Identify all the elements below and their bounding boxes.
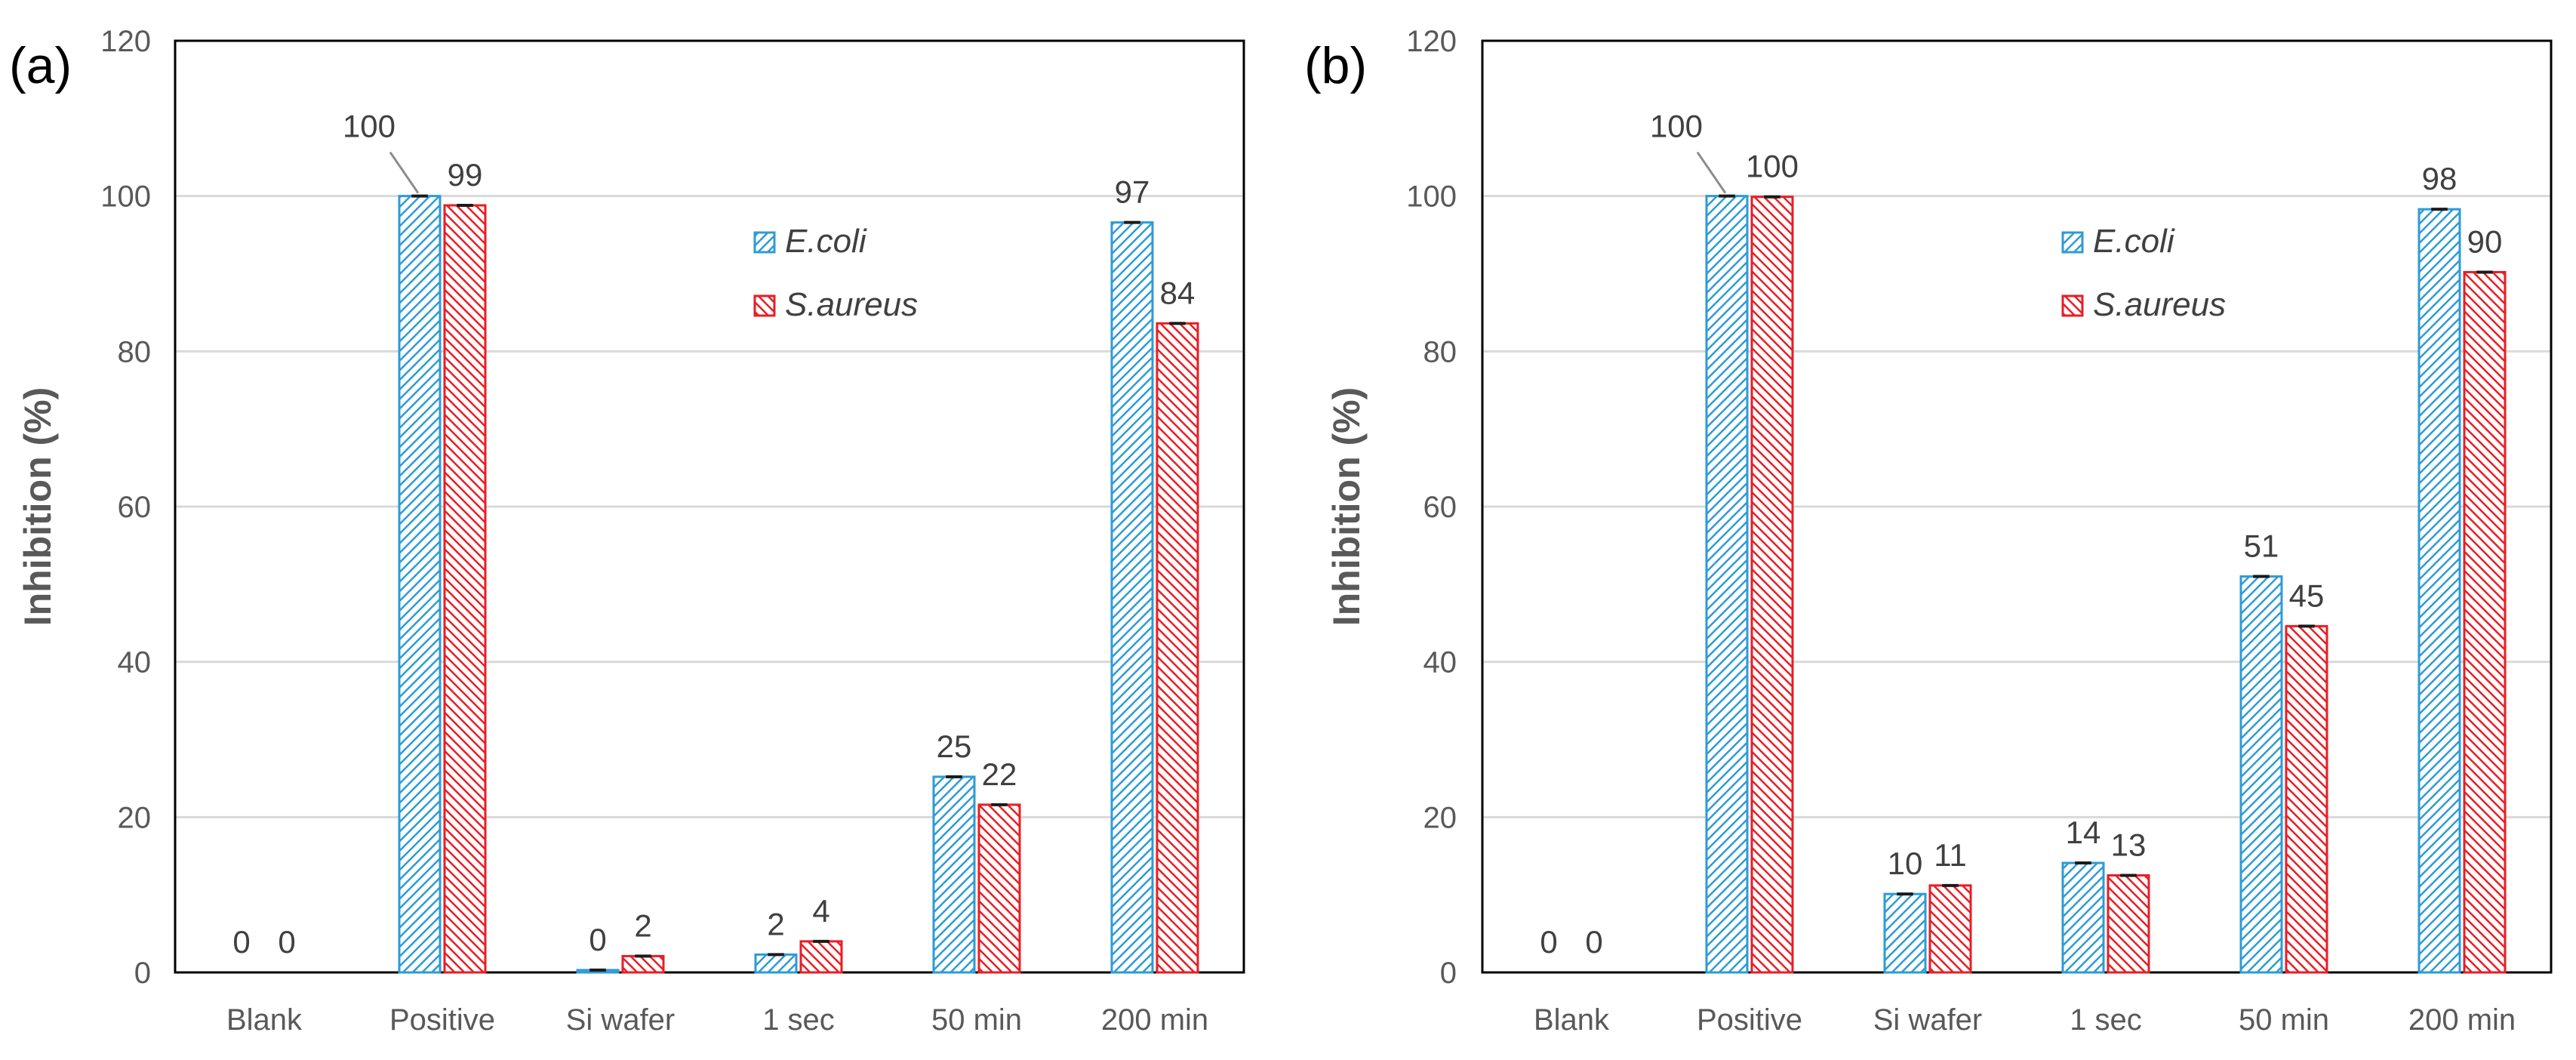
- data-label: 100: [1746, 149, 1799, 184]
- y-axis-label: Inhibition (%): [17, 387, 59, 627]
- y-tick-label: 60: [1423, 491, 1457, 524]
- x-tick-label: Blank: [1534, 1003, 1610, 1037]
- label-leader-line: [389, 151, 420, 194]
- legend-swatch: [753, 231, 776, 254]
- bar-e-coli: [1110, 221, 1154, 974]
- y-tick-label: 40: [118, 646, 152, 679]
- y-tick-label: 60: [118, 491, 152, 524]
- y-axis-label: Inhibition (%): [1325, 387, 1368, 627]
- bar-s-aureus: [1928, 884, 1972, 974]
- data-label: 98: [2422, 161, 2458, 196]
- y-tick-label: 80: [1423, 335, 1457, 368]
- data-label: 45: [2289, 578, 2325, 613]
- data-label: 100: [1650, 109, 1703, 144]
- legend-swatch: [2061, 294, 2084, 317]
- data-label: 51: [2244, 528, 2279, 564]
- panel-label: (a): [9, 37, 72, 94]
- data-label: 11: [1934, 837, 1967, 873]
- y-tick-label: 0: [1440, 957, 1457, 990]
- y-tick-label: 120: [1406, 25, 1457, 58]
- y-tick-label: 120: [100, 25, 151, 58]
- data-label: 99: [448, 157, 483, 193]
- bar-s-aureus: [443, 204, 487, 974]
- data-label: 25: [937, 729, 972, 764]
- data-label: 4: [812, 893, 829, 929]
- legend-swatch: [753, 294, 776, 317]
- y-tick-label: 0: [134, 957, 151, 990]
- legend-swatch: [2061, 231, 2084, 254]
- x-tick-label: 1 sec: [2070, 1003, 2142, 1037]
- data-label: 100: [343, 109, 395, 144]
- data-label: 97: [1115, 174, 1150, 210]
- legend-label: S.aureus: [785, 286, 918, 323]
- legend-label: E.coli: [2093, 223, 2175, 260]
- x-tick-label: 50 min: [931, 1003, 1022, 1037]
- data-label: 0: [589, 922, 606, 957]
- x-tick-label: Positive: [389, 1003, 495, 1037]
- bar-e-coli: [932, 775, 976, 974]
- x-tick-label: 200 min: [1101, 1003, 1208, 1037]
- data-label: 14: [2066, 815, 2101, 850]
- data-label: 0: [1585, 924, 1602, 960]
- y-tick-label: 20: [1423, 801, 1457, 834]
- x-tick-label: 1 sec: [762, 1003, 835, 1037]
- data-label: 2: [634, 907, 651, 943]
- x-tick-label: 200 min: [2408, 1003, 2516, 1037]
- data-label: 22: [982, 756, 1017, 792]
- x-tick-label: Blank: [226, 1003, 303, 1037]
- label-leader-line: [1696, 151, 1727, 194]
- legend-label: S.aureus: [2093, 286, 2226, 323]
- bar-s-aureus: [799, 940, 843, 974]
- bar-s-aureus: [2285, 624, 2328, 974]
- bar-e-coli: [1705, 195, 1749, 974]
- bar-e-coli: [2239, 575, 2283, 974]
- bar-s-aureus: [1750, 196, 1794, 974]
- y-tick-label: 80: [118, 335, 152, 368]
- bar-e-coli: [398, 195, 442, 974]
- x-tick-label: Si wafer: [566, 1003, 676, 1037]
- plot-frame: [1481, 39, 2553, 974]
- y-tick-label: 100: [1406, 180, 1457, 214]
- data-label: 0: [1540, 924, 1557, 960]
- bar-s-aureus: [2107, 874, 2150, 974]
- y-tick-label: 20: [118, 801, 152, 834]
- data-label: 90: [2467, 223, 2503, 259]
- bar-s-aureus: [621, 954, 665, 974]
- data-label: 10: [1888, 846, 1923, 881]
- bar-e-coli: [754, 953, 798, 974]
- plot-frame: [174, 39, 1245, 974]
- x-tick-label: 50 min: [2239, 1003, 2329, 1037]
- bar-e-coli: [2061, 861, 2105, 974]
- bar-s-aureus: [2463, 270, 2507, 974]
- bar-s-aureus: [1156, 322, 1199, 974]
- x-tick-label: Si wafer: [1873, 1003, 1983, 1037]
- y-tick-label: 40: [1423, 646, 1457, 679]
- data-label: 0: [232, 924, 250, 960]
- bar-s-aureus: [977, 803, 1021, 974]
- bar-e-coli: [2418, 208, 2461, 974]
- data-label: 0: [278, 924, 295, 960]
- y-tick-label: 100: [100, 180, 151, 214]
- data-label: 13: [2111, 827, 2147, 862]
- bar-e-coli: [1883, 892, 1927, 974]
- legend-label: E.coli: [785, 223, 867, 260]
- data-label: 84: [1160, 275, 1196, 310]
- panel-label: (b): [1304, 37, 1367, 94]
- data-label: 2: [767, 906, 784, 941]
- x-tick-label: Positive: [1697, 1003, 1802, 1037]
